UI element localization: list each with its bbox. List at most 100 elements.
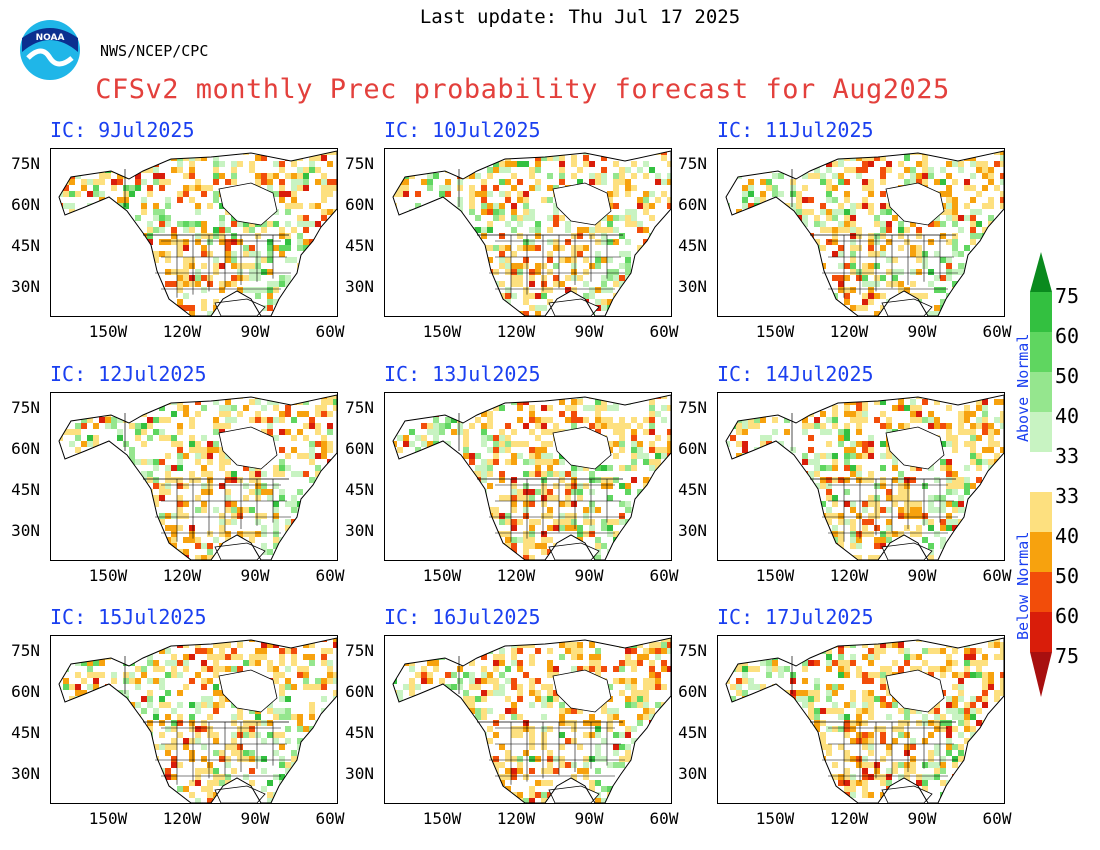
latitude-tick-label: 45N (11, 723, 40, 742)
longitude-tick-label: 120W (829, 566, 869, 585)
panel-ic-label: IC: 9Jul2025 (50, 118, 195, 142)
latitude-tick-label: 60N (11, 195, 40, 214)
precip-probability-map (50, 148, 338, 317)
forecast-panel: IC: 17Jul2025 75N 60N 45N 30N 150W 120W 90W 60W (678, 605, 1011, 835)
precip-probability-map (50, 392, 338, 561)
panel-ic-label: IC: 13Jul2025 (384, 362, 541, 386)
latitude-tick-label: 75N (678, 154, 707, 173)
precip-probability-map (717, 635, 1005, 804)
longitude-tick-label: 90W (574, 809, 604, 828)
longitude-tick-label: 150W (88, 566, 128, 585)
longitude-tick-label: 150W (88, 809, 128, 828)
latitude-tick-label: 60N (345, 439, 374, 458)
longitude-tick-label: 150W (88, 322, 128, 341)
colorbar-segment (1030, 292, 1052, 332)
colorbar-below-level: 33 (1055, 484, 1080, 508)
latitude-tick-label: 75N (11, 154, 40, 173)
colorbar-below-label: Below Normal (1014, 531, 1032, 640)
colorbar-segment (1030, 612, 1052, 652)
latitude-tick-label: 30N (678, 521, 707, 540)
forecast-panel: IC: 11Jul2025 75N 60N 45N 30N 150W 120W 90W 60W (678, 118, 1011, 348)
longitude-tick-label: 60W (982, 809, 1012, 828)
colorbar-above-label: Above Normal (1014, 333, 1032, 442)
panel-ic-label: IC: 17Jul2025 (717, 605, 874, 629)
latitude-tick-label: 45N (11, 480, 40, 499)
precip-probability-map (384, 635, 672, 804)
longitude-tick-label: 60W (649, 322, 679, 341)
logo-text: NOAA (36, 33, 65, 43)
longitude-tick-label: 150W (422, 809, 462, 828)
longitude-tick-label: 90W (240, 566, 270, 585)
forecast-panel: IC: 13Jul2025 75N 60N 45N 30N 150W 120W 90W 60W (345, 362, 678, 592)
colorbar-segment (1030, 332, 1052, 372)
panel-ic-label: IC: 12Jul2025 (50, 362, 207, 386)
colorbar (1030, 252, 1052, 697)
colorbar-above-level: 50 (1055, 364, 1080, 388)
latitude-tick-label: 30N (345, 764, 374, 783)
colorbar-above-level: 60 (1055, 324, 1080, 348)
colorbar-above-level: 33 (1055, 444, 1080, 468)
panel-ic-label: IC: 15Jul2025 (50, 605, 207, 629)
latitude-tick-label: 45N (345, 723, 374, 742)
longitude-tick-label: 120W (496, 809, 536, 828)
latitude-tick-label: 30N (678, 277, 707, 296)
latitude-tick-label: 30N (345, 277, 374, 296)
colorbar-segment (1030, 452, 1052, 492)
longitude-tick-label: 60W (315, 566, 345, 585)
agency-label: NWS/NCEP/CPC (100, 42, 209, 60)
panel-ic-label: IC: 14Jul2025 (717, 362, 874, 386)
latitude-tick-label: 75N (11, 641, 40, 660)
colorbar-above-level: 40 (1055, 404, 1080, 428)
colorbar-segment (1030, 412, 1052, 452)
latitude-tick-label: 75N (345, 398, 374, 417)
longitude-tick-label: 120W (496, 322, 536, 341)
latitude-tick-label: 60N (345, 195, 374, 214)
longitude-tick-label: 90W (240, 322, 270, 341)
colorbar-below-level: 40 (1055, 524, 1080, 548)
forecast-panel: IC: 14Jul2025 75N 60N 45N 30N 150W 120W 90W 60W (678, 362, 1011, 592)
longitude-tick-label: 60W (982, 322, 1012, 341)
longitude-tick-label: 150W (755, 566, 795, 585)
latitude-tick-label: 60N (678, 682, 707, 701)
latitude-tick-label: 75N (678, 641, 707, 660)
colorbar-segment (1030, 652, 1052, 697)
latitude-tick-label: 60N (11, 439, 40, 458)
longitude-tick-label: 90W (574, 566, 604, 585)
longitude-tick-label: 120W (162, 566, 202, 585)
longitude-tick-label: 150W (422, 322, 462, 341)
panel-ic-label: IC: 16Jul2025 (384, 605, 541, 629)
forecast-panel: IC: 15Jul2025 75N 60N 45N 30N 150W 120W 90W 60W (11, 605, 344, 835)
colorbar-segment (1030, 492, 1052, 532)
latitude-tick-label: 30N (678, 764, 707, 783)
latitude-tick-label: 60N (345, 682, 374, 701)
longitude-tick-label: 60W (982, 566, 1012, 585)
longitude-tick-label: 150W (755, 322, 795, 341)
latitude-tick-label: 75N (11, 398, 40, 417)
latitude-tick-label: 75N (345, 641, 374, 660)
longitude-tick-label: 120W (829, 809, 869, 828)
forecast-panel: IC: 10Jul2025 75N 60N 45N 30N 150W 120W 90W 60W (345, 118, 678, 348)
panel-ic-label: IC: 11Jul2025 (717, 118, 874, 142)
precip-probability-map (384, 148, 672, 317)
longitude-tick-label: 60W (649, 809, 679, 828)
latitude-tick-label: 45N (11, 236, 40, 255)
longitude-tick-label: 120W (162, 322, 202, 341)
precip-probability-map (384, 392, 672, 561)
longitude-tick-label: 60W (315, 322, 345, 341)
longitude-tick-label: 60W (315, 809, 345, 828)
forecast-panel: IC: 16Jul2025 75N 60N 45N 30N 150W 120W 90W 60W (345, 605, 678, 835)
latitude-tick-label: 60N (11, 682, 40, 701)
longitude-tick-label: 120W (496, 566, 536, 585)
noaa-logo: NOAA (18, 18, 82, 82)
latitude-tick-label: 30N (11, 277, 40, 296)
longitude-tick-label: 150W (422, 566, 462, 585)
latitude-tick-label: 45N (345, 236, 374, 255)
panel-ic-label: IC: 10Jul2025 (384, 118, 541, 142)
colorbar-segment (1030, 532, 1052, 572)
latitude-tick-label: 75N (345, 154, 374, 173)
latitude-tick-label: 30N (345, 521, 374, 540)
longitude-tick-label: 90W (907, 809, 937, 828)
latitude-tick-label: 60N (678, 195, 707, 214)
colorbar-segment (1030, 372, 1052, 412)
longitude-tick-label: 120W (162, 809, 202, 828)
